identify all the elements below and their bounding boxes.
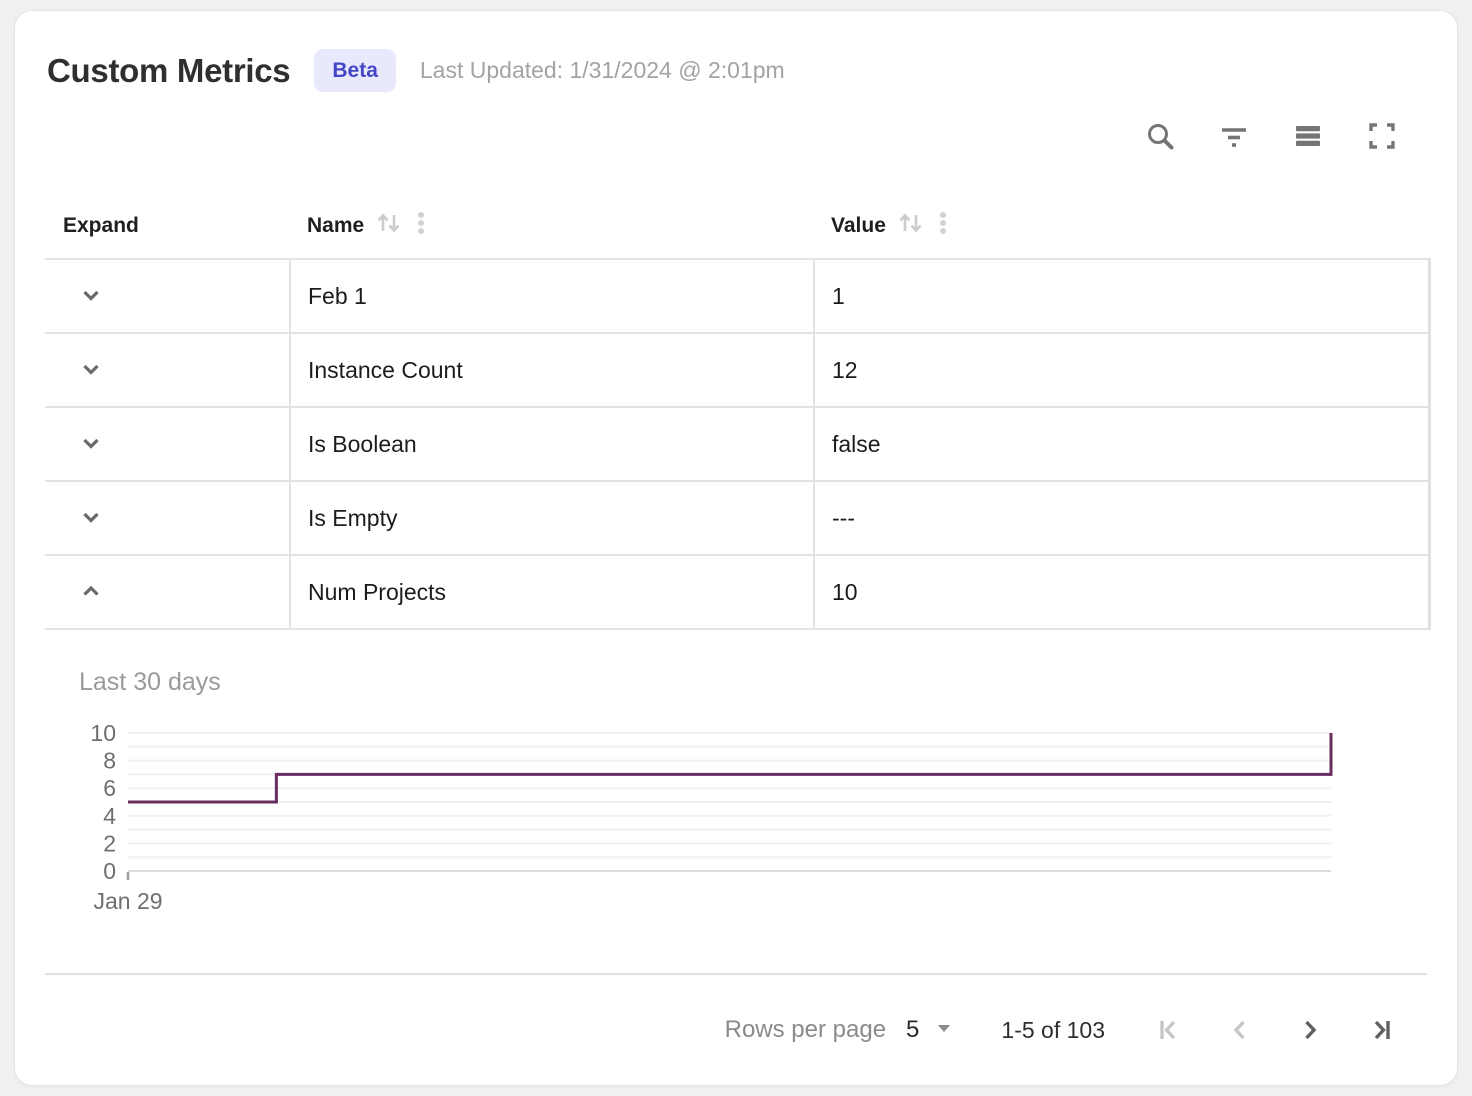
- collapse-row-button[interactable]: [75, 576, 107, 608]
- expand-row-button[interactable]: [75, 428, 107, 460]
- pager-controls: [1155, 1015, 1395, 1045]
- metric-name: Num Projects: [289, 556, 813, 629]
- previous-page-button[interactable]: [1225, 1015, 1255, 1045]
- metric-name: Is Boolean: [289, 408, 813, 481]
- page-title: Custom Metrics: [47, 51, 291, 89]
- chevron-down-icon: [77, 429, 105, 460]
- beta-badge: Beta: [314, 49, 396, 93]
- fullscreen-icon: [1365, 119, 1399, 153]
- chevron-right-icon: [1295, 1015, 1325, 1045]
- chevron-left-icon: [1225, 1015, 1255, 1045]
- table-body: Feb 1 1 Instance Count 12: [45, 258, 1431, 631]
- pagination-footer: Rows per page 5 1-5 of 103: [45, 973, 1427, 1085]
- table-row: Feb 1 1: [45, 258, 1428, 333]
- table-row-expanded: Num Projects 10: [45, 554, 1428, 629]
- column-header-value[interactable]: Value: [813, 207, 1431, 245]
- column-menu-icon[interactable]: [414, 207, 428, 245]
- last-updated-text: Last Updated: 1/31/2024 @ 2:01pm: [419, 57, 785, 84]
- search-button[interactable]: [1143, 119, 1177, 153]
- table-row: Is Boolean false: [45, 406, 1428, 481]
- card-header: Custom Metrics Beta Last Updated: 1/31/2…: [47, 49, 1417, 93]
- fullscreen-button[interactable]: [1365, 119, 1399, 153]
- metric-name: Instance Count: [289, 334, 813, 407]
- column-menu-icon[interactable]: [936, 207, 950, 245]
- svg-text:6: 6: [103, 775, 116, 801]
- metric-value: ---: [813, 482, 1428, 555]
- rows-per-page-label: Rows per page: [724, 1016, 887, 1043]
- sort-arrows-icon[interactable]: [896, 209, 926, 243]
- first-page-button[interactable]: [1155, 1015, 1185, 1045]
- filter-button[interactable]: [1217, 119, 1251, 153]
- column-header-expand: Expand: [63, 214, 139, 238]
- metric-value: 10: [813, 556, 1428, 629]
- pagination-range-label: 1-5 of 103: [1001, 1016, 1105, 1043]
- svg-text:4: 4: [103, 803, 116, 829]
- search-icon: [1144, 120, 1176, 152]
- filter-icon: [1217, 119, 1251, 153]
- svg-text:2: 2: [103, 831, 116, 857]
- rows-per-page-select[interactable]: 5: [906, 1016, 955, 1044]
- chevron-down-icon: [77, 281, 105, 312]
- metric-history-chart: 0 2 4 6 8 10 Jan 29: [49, 720, 1457, 926]
- metrics-table: Expand Name: [45, 194, 1431, 631]
- metric-name: Feb 1: [289, 260, 813, 333]
- svg-text:0: 0: [103, 858, 116, 884]
- row-detail-panel: Last 30 days 0 2 4 6 8 10 Jan 29: [15, 630, 1457, 926]
- table-header-row: Expand Name: [45, 194, 1431, 258]
- last-page-icon: [1365, 1015, 1395, 1045]
- grid-toolbar: [15, 118, 1399, 154]
- svg-text:10: 10: [90, 721, 116, 746]
- chevron-down-icon: [77, 503, 105, 534]
- svg-text:Jan 29: Jan 29: [93, 888, 162, 914]
- table-row: Is Empty ---: [45, 480, 1428, 555]
- metric-name: Is Empty: [289, 482, 813, 555]
- expand-row-button[interactable]: [75, 354, 107, 386]
- chevron-down-icon: [77, 355, 105, 386]
- table-row: Instance Count 12: [45, 332, 1428, 407]
- last-page-button[interactable]: [1365, 1015, 1395, 1045]
- sort-arrows-icon[interactable]: [374, 209, 404, 243]
- chart-title: Last 30 days: [79, 668, 221, 697]
- metric-value: 1: [813, 260, 1428, 333]
- next-page-button[interactable]: [1295, 1015, 1325, 1045]
- metric-value: false: [813, 408, 1428, 481]
- custom-metrics-card: Custom Metrics Beta Last Updated: 1/31/2…: [14, 10, 1458, 1086]
- expand-row-button[interactable]: [75, 502, 107, 534]
- density-icon: [1292, 120, 1324, 152]
- chevron-up-icon: [77, 577, 105, 608]
- first-page-icon: [1155, 1015, 1185, 1045]
- density-button[interactable]: [1291, 119, 1325, 153]
- dropdown-caret-icon: [933, 1017, 955, 1044]
- svg-text:8: 8: [103, 748, 116, 774]
- expand-row-button[interactable]: [75, 280, 107, 312]
- rows-per-page-value: 5: [906, 1016, 920, 1043]
- column-header-name[interactable]: Name: [289, 207, 813, 245]
- metric-value: 12: [813, 334, 1428, 407]
